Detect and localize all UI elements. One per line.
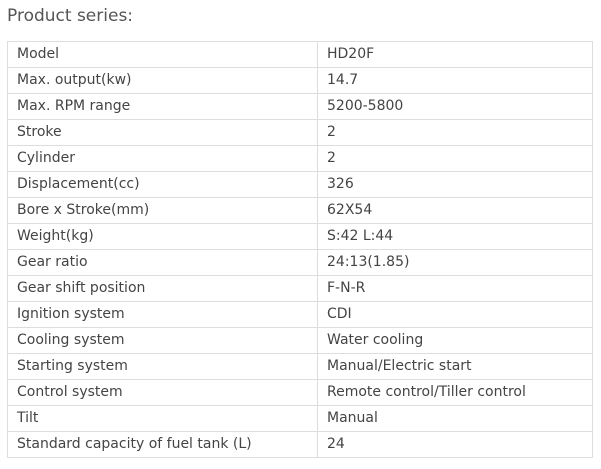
spec-label: Control system	[7, 379, 318, 406]
spec-label: Cylinder	[7, 145, 318, 172]
spec-value: F-N-R	[317, 275, 593, 302]
table-row: Model HD20F	[7, 41, 593, 68]
spec-value: Manual/Electric start	[317, 353, 593, 380]
spec-label: Tilt	[7, 405, 318, 432]
table-row: Ignition system CDI	[7, 301, 593, 328]
spec-label: Max. output(kw)	[7, 67, 318, 94]
spec-value: Water cooling	[317, 327, 593, 354]
spec-label: Cooling system	[7, 327, 318, 354]
section-title: Product series:	[7, 6, 134, 26]
spec-value: Remote control/Tiller control	[317, 379, 593, 406]
spec-value: Manual	[317, 405, 593, 432]
spec-label: Displacement(cc)	[7, 171, 318, 198]
spec-value: 2	[317, 145, 593, 172]
table-row: Max. output(kw) 14.7	[7, 67, 593, 94]
spec-label: Stroke	[7, 119, 318, 146]
table-row: Weight(kg) S:42 L:44	[7, 223, 593, 250]
spec-value: 24:13(1.85)	[317, 249, 593, 276]
table-row: Gear ratio 24:13(1.85)	[7, 249, 593, 276]
table-row: Starting system Manual/Electric start	[7, 353, 593, 380]
table-row: Stroke 2	[7, 119, 593, 146]
spec-value: S:42 L:44	[317, 223, 593, 250]
table-row: Standard capacity of fuel tank (L) 24	[7, 431, 593, 458]
spec-label: Bore x Stroke(mm)	[7, 197, 318, 224]
spec-value: CDI	[317, 301, 593, 328]
spec-label: Ignition system	[7, 301, 318, 328]
table-row: Cylinder 2	[7, 145, 593, 172]
table-row: Displacement(cc) 326	[7, 171, 593, 198]
spec-label: Weight(kg)	[7, 223, 318, 250]
spec-label: Model	[7, 41, 318, 68]
table-row: Gear shift position F-N-R	[7, 275, 593, 302]
table-row: Control system Remote control/Tiller cont…	[7, 379, 593, 406]
spec-value: 62X54	[317, 197, 593, 224]
table-row: Bore x Stroke(mm) 62X54	[7, 197, 593, 224]
spec-value: 24	[317, 431, 593, 458]
spec-label: Max. RPM range	[7, 93, 318, 120]
table-row: Max. RPM range 5200-5800	[7, 93, 593, 120]
spec-table: Model HD20F Max. output(kw) 14.7 Max. RPM ra…	[7, 41, 593, 458]
table-row: Cooling system Water cooling	[7, 327, 593, 354]
spec-label: Gear shift position	[7, 275, 318, 302]
spec-value: HD20F	[317, 41, 593, 68]
spec-label: Gear ratio	[7, 249, 318, 276]
spec-value: 5200-5800	[317, 93, 593, 120]
spec-label: Starting system	[7, 353, 318, 380]
spec-value: 2	[317, 119, 593, 146]
spec-label: Standard capacity of fuel tank (L)	[7, 431, 318, 458]
spec-value: 14.7	[317, 67, 593, 94]
table-row: Tilt Manual	[7, 405, 593, 432]
spec-value: 326	[317, 171, 593, 198]
